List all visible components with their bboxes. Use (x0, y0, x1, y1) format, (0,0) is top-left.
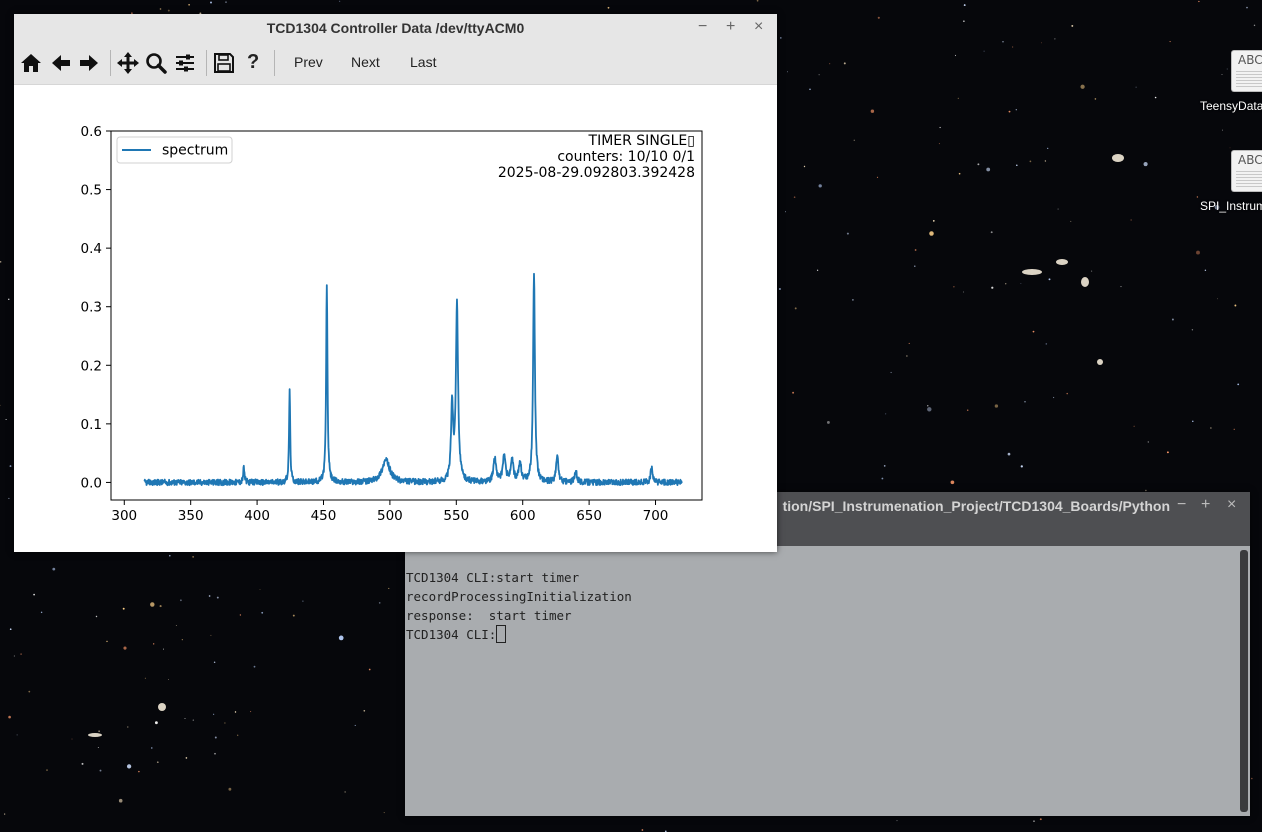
terminal-output[interactable]: TCD1304 CLI:start timer recordProcessing… (405, 546, 1238, 814)
legend[interactable]: spectrum (116, 136, 233, 164)
plot-window[interactable]: TCD1304 Controller Data /dev/ttyACM0 − +… (14, 14, 777, 552)
terminal-line: recordProcessingInitialization (406, 589, 632, 604)
document-glyph: ABC (1238, 153, 1262, 167)
annotation-counters: counters: 10/10 0/1 (557, 149, 695, 165)
close-button[interactable]: × (754, 18, 764, 35)
x-tick-label: 350 (178, 508, 204, 524)
x-tick-label: 500 (377, 508, 403, 524)
subplots-config-icon[interactable] (174, 52, 196, 74)
terminal-prompt: TCD1304 CLI: (406, 627, 497, 642)
plot-window-title: TCD1304 Controller Data /dev/ttyACM0 (266, 20, 525, 36)
legend-box (116, 136, 233, 164)
plot-annotation: TIMER SINGLE▯ counters: 10/10 0/1 2025-0… (498, 133, 695, 181)
toolbar-separator (206, 50, 207, 76)
zoom-magnifier-icon[interactable] (145, 52, 167, 74)
maximize-button[interactable]: + (1201, 496, 1211, 513)
spectrum-series-line (143, 272, 683, 487)
toolbar-separator (110, 50, 111, 76)
x-tick-label: 650 (576, 508, 602, 524)
y-tick-label: 0.0 (81, 475, 102, 491)
maximize-button[interactable]: + (726, 18, 736, 35)
legend-entry-spectrum: spectrum (162, 143, 228, 159)
y-tick-label: 0.2 (81, 358, 102, 374)
plot-axes-frame (110, 130, 703, 501)
terminal-line: TCD1304 CLI:start timer (406, 570, 580, 585)
text-cursor (496, 625, 507, 643)
annotation-mode: TIMER SINGLE▯ (588, 133, 695, 149)
document-glyph: ABC (1238, 53, 1262, 67)
terminal-scrollbar[interactable] (1240, 550, 1248, 812)
annotation-timestamp: 2025-08-29.092803.392428 (498, 165, 695, 181)
y-tick-label: 0.1 (81, 417, 102, 433)
text-document-icon: ABC (1231, 50, 1262, 92)
save-floppy-icon[interactable] (213, 52, 235, 74)
x-tick-label: 300 (111, 508, 137, 524)
toolbar-separator (274, 50, 275, 76)
home-icon[interactable] (20, 52, 42, 74)
pan-move-icon[interactable] (117, 52, 139, 74)
y-tick-label: 0.3 (81, 300, 102, 316)
minimize-button[interactable]: − (1177, 496, 1187, 513)
y-tick-label: 0.5 (81, 183, 102, 199)
y-tick-label: 0.6 (81, 124, 102, 140)
terminal-title: tion/SPI_Instrumenation_Project/TCD1304_… (782, 498, 1170, 514)
plot-window-titlebar[interactable]: TCD1304 Controller Data /dev/ttyACM0 − +… (14, 14, 777, 42)
close-button[interactable]: × (1227, 496, 1237, 513)
matplotlib-toolbar: ? Prev Next Last (14, 42, 777, 85)
terminal-line: response: start timer (406, 608, 572, 623)
terminal-prompt-line[interactable]: TCD1304 CLI: (405, 625, 1238, 644)
desktop-file-label: TeensyData (1200, 99, 1262, 113)
prev-button[interactable]: Prev (294, 54, 323, 70)
axis-ticks: 300 350 400 450 500 550 600 650 700 0.0 0.1 0.2 0.3 0… (81, 124, 669, 524)
x-tick-label: 450 (311, 508, 337, 524)
minimize-button[interactable]: − (698, 18, 708, 35)
x-tick-label: 600 (510, 508, 536, 524)
spectrum-plot-canvas[interactable]: 300 350 400 450 500 550 600 650 700 0.0 0.1 0.2 0.3 0… (14, 84, 777, 552)
next-button[interactable]: Next (351, 54, 380, 70)
forward-arrow-icon[interactable] (78, 52, 100, 74)
desktop-file-spi-instrumentation[interactable]: ABC SPI_Instrum (1182, 150, 1262, 220)
desktop-file-teensydata[interactable]: ABC TeensyData (1182, 50, 1262, 120)
x-tick-label: 400 (244, 508, 270, 524)
y-tick-label: 0.4 (81, 241, 102, 257)
help-question-icon[interactable]: ? (247, 51, 260, 73)
last-button[interactable]: Last (410, 54, 437, 70)
desktop-file-label: SPI_Instrum (1200, 199, 1262, 213)
text-document-icon: ABC (1231, 150, 1262, 192)
back-arrow-icon[interactable] (50, 52, 72, 74)
x-tick-label: 550 (443, 508, 469, 524)
x-tick-label: 700 (643, 508, 669, 524)
